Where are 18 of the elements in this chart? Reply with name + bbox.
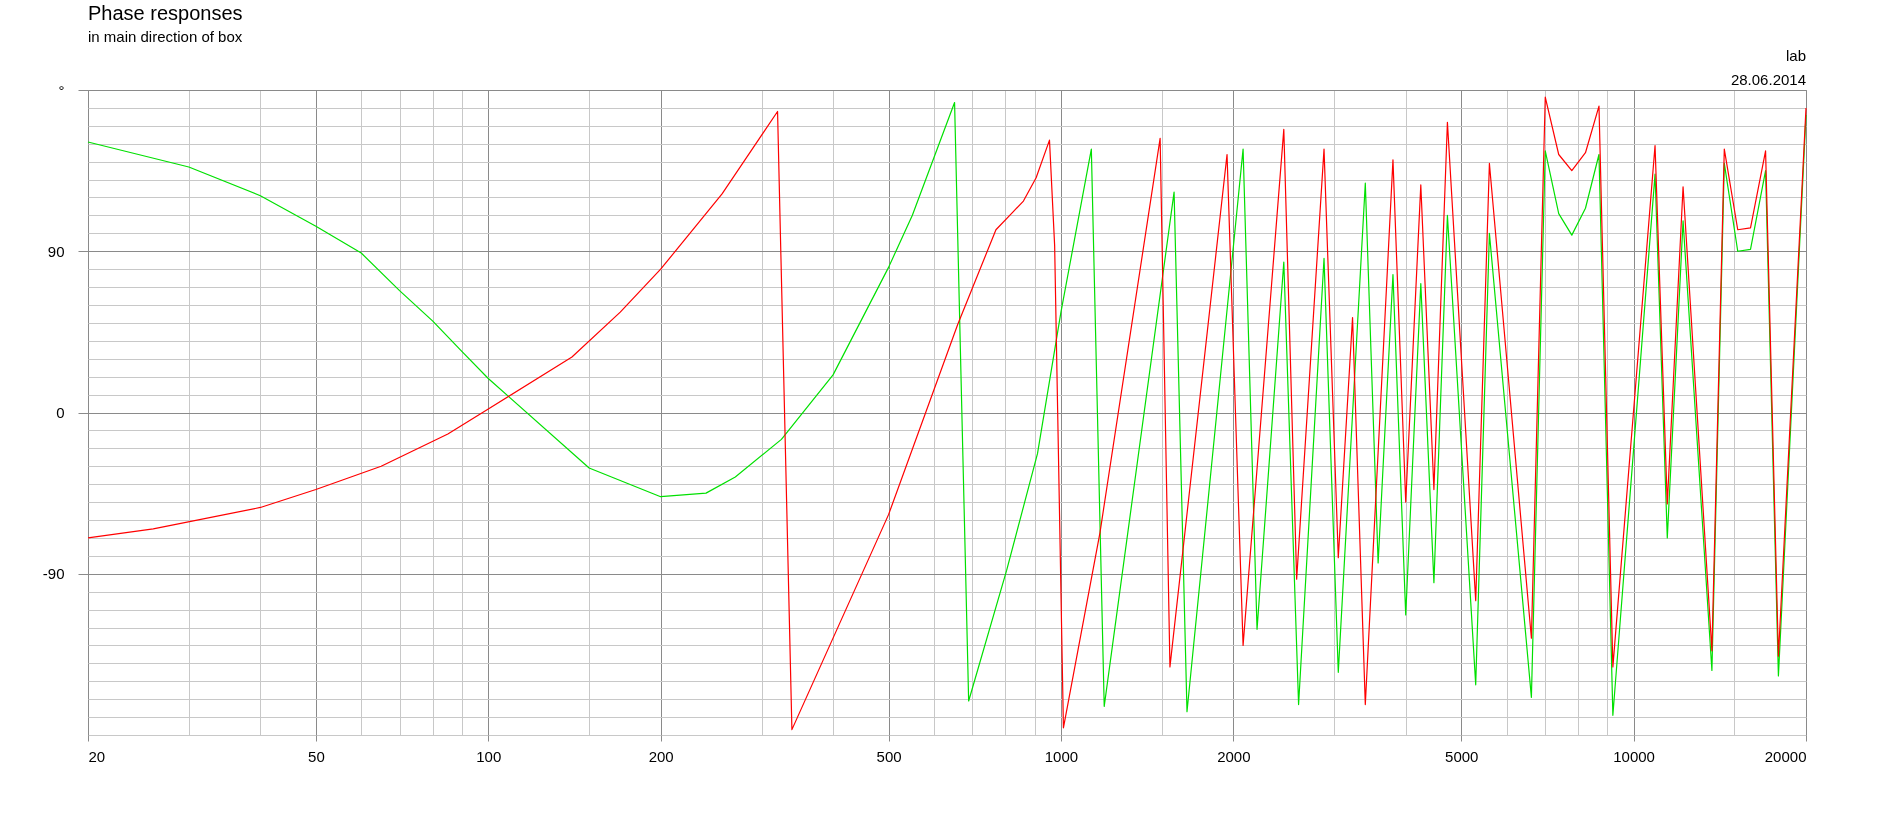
- chart-title: Phase responses: [88, 2, 243, 24]
- y-tick-label: 90: [47, 242, 65, 260]
- y-tick-label: -90: [42, 565, 65, 583]
- x-tick-label: 20000: [1764, 747, 1807, 765]
- x-tick-label: 2000: [1217, 747, 1251, 765]
- text: 28.06.2014: [1730, 71, 1806, 88]
- x-tick-label: 1000: [1044, 747, 1079, 765]
- chart-subtitle: in main direction of box: [88, 28, 243, 45]
- x-tick-label: 200: [648, 747, 674, 765]
- x-tick-label: 5000: [1445, 747, 1479, 765]
- y-tick-label: 0: [56, 404, 65, 421]
- x-tick-label: 100: [476, 747, 502, 765]
- x-tick-label: 500: [876, 747, 902, 765]
- x-tick-label: 20: [88, 747, 106, 765]
- text: lab: [1785, 47, 1806, 64]
- x-tick-label: 50: [308, 747, 325, 765]
- y-tick-label: °: [58, 81, 65, 99]
- x-tick-label: 10000: [1613, 747, 1655, 765]
